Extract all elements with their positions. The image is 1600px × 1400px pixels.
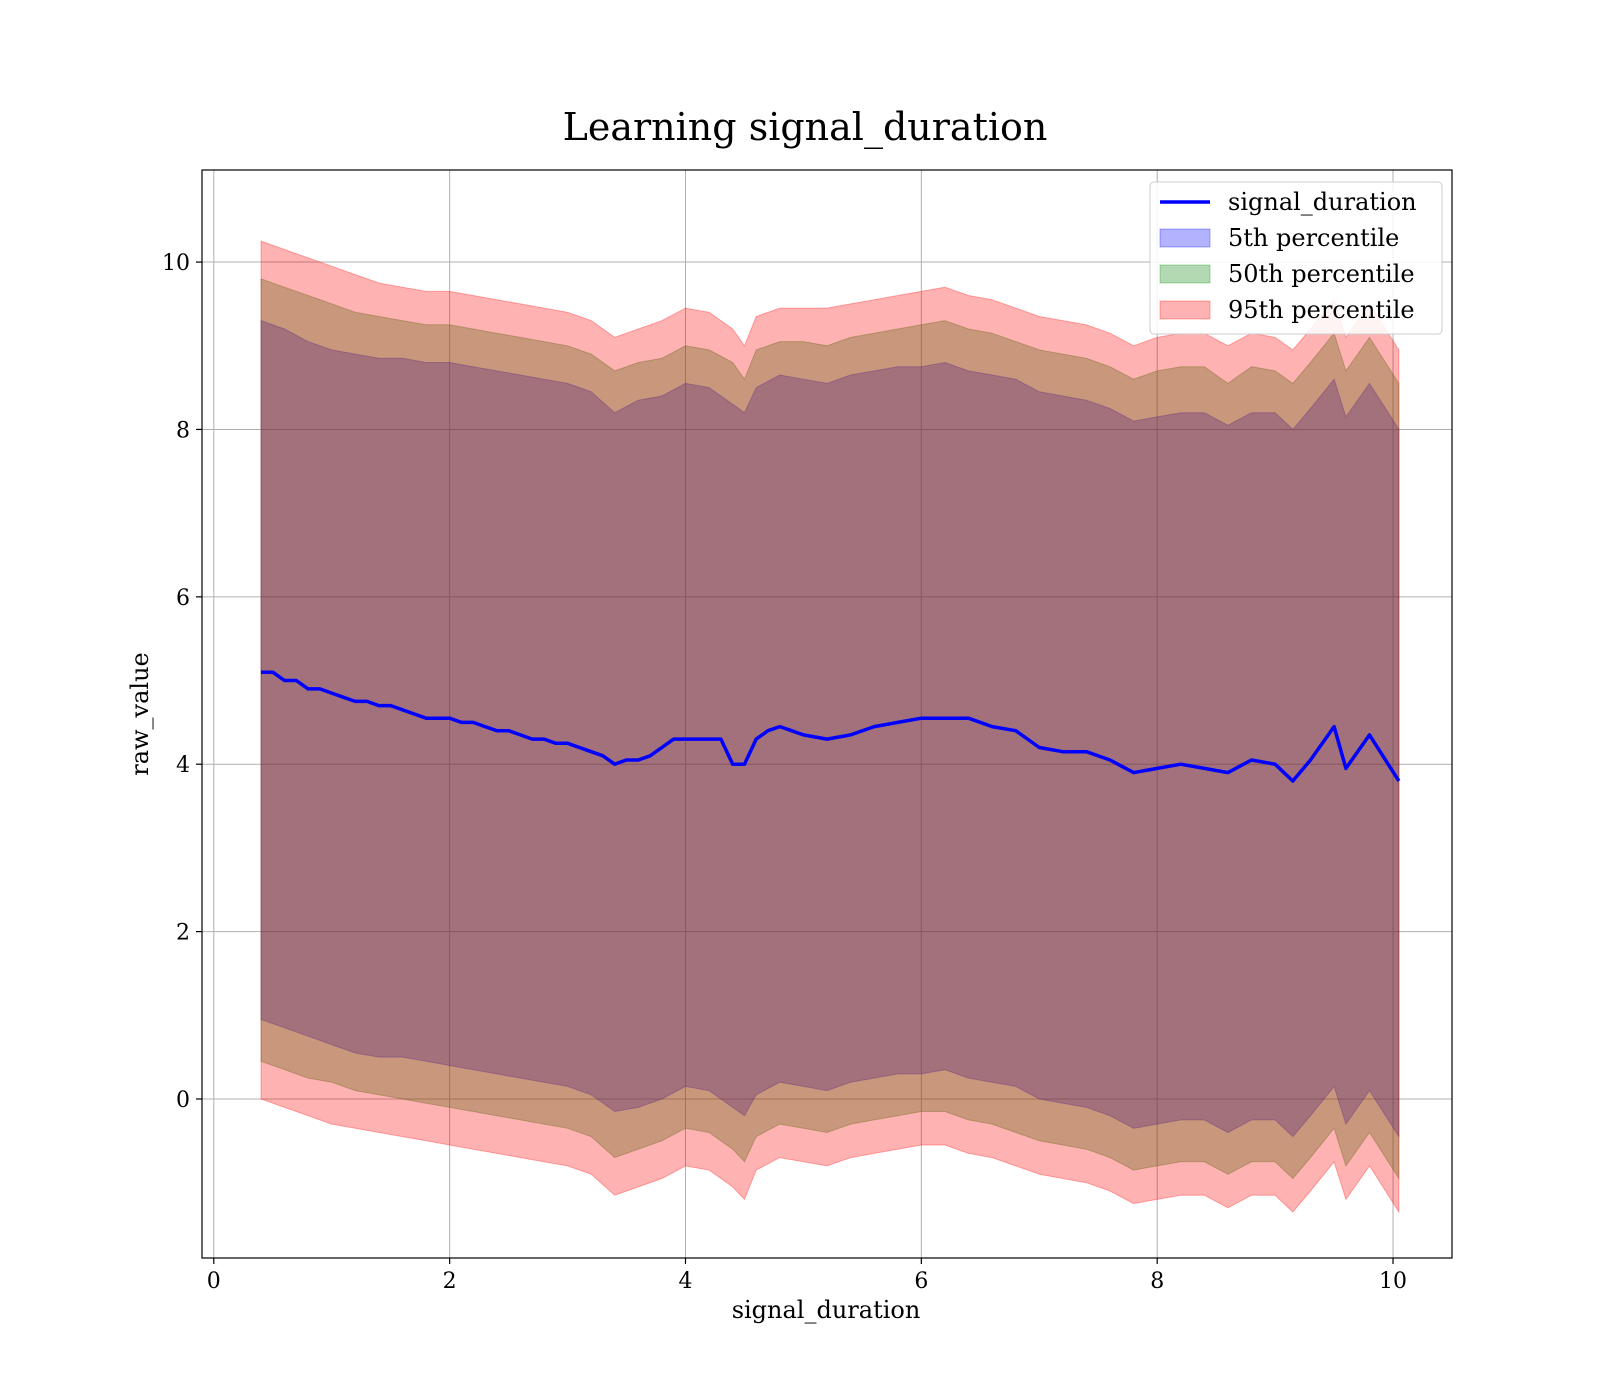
band-95th-percentile (260, 240, 1400, 1214)
signal-line-layer (261, 670, 1401, 783)
x-tick-label: 8 (1150, 1269, 1164, 1294)
y-tick-label: 8 (176, 418, 190, 443)
y-tick-label: 2 (176, 921, 190, 946)
band-50th-percentile (260, 278, 1400, 1181)
legend-patch-swatch (1159, 300, 1211, 320)
legend-box (1149, 181, 1443, 335)
percentile-bands (260, 240, 1400, 1214)
plot-frame (201, 169, 1453, 1259)
legend-label: 50th percentile (1228, 260, 1415, 288)
x-tick-label: 0 (207, 1269, 221, 1294)
legend-patch-swatch (1159, 264, 1211, 284)
y-tick-label: 6 (176, 586, 190, 611)
legend: signal_duration 5th percentile 50th percen… (1149, 181, 1443, 335)
legend-patch-swatch (1159, 228, 1211, 248)
signal-duration-line (261, 670, 1401, 783)
y-axis-title: raw_value (126, 652, 154, 776)
axis-ticks: 0 2 4 6 8 10 0 2 4 6 8 10 (162, 251, 1407, 1294)
legend-label: 5th percentile (1228, 224, 1399, 252)
y-tick-label: 10 (162, 251, 190, 276)
x-tick-label: 2 (443, 1269, 457, 1294)
x-axis-title: signal_duration (732, 1296, 921, 1324)
x-tick-label: 4 (678, 1269, 692, 1294)
x-tick-label: 6 (914, 1269, 928, 1294)
y-tick-label: 4 (176, 753, 190, 778)
grid-layer (202, 170, 1452, 1258)
band-5th-percentile (260, 319, 1400, 1139)
legend-label: 95th percentile (1228, 296, 1415, 324)
x-tick-label: 10 (1379, 1269, 1407, 1294)
chart-title: Learning signal_duration (563, 105, 1048, 150)
y-tick-label: 0 (176, 1088, 190, 1113)
legend-label: signal_duration (1228, 188, 1417, 216)
